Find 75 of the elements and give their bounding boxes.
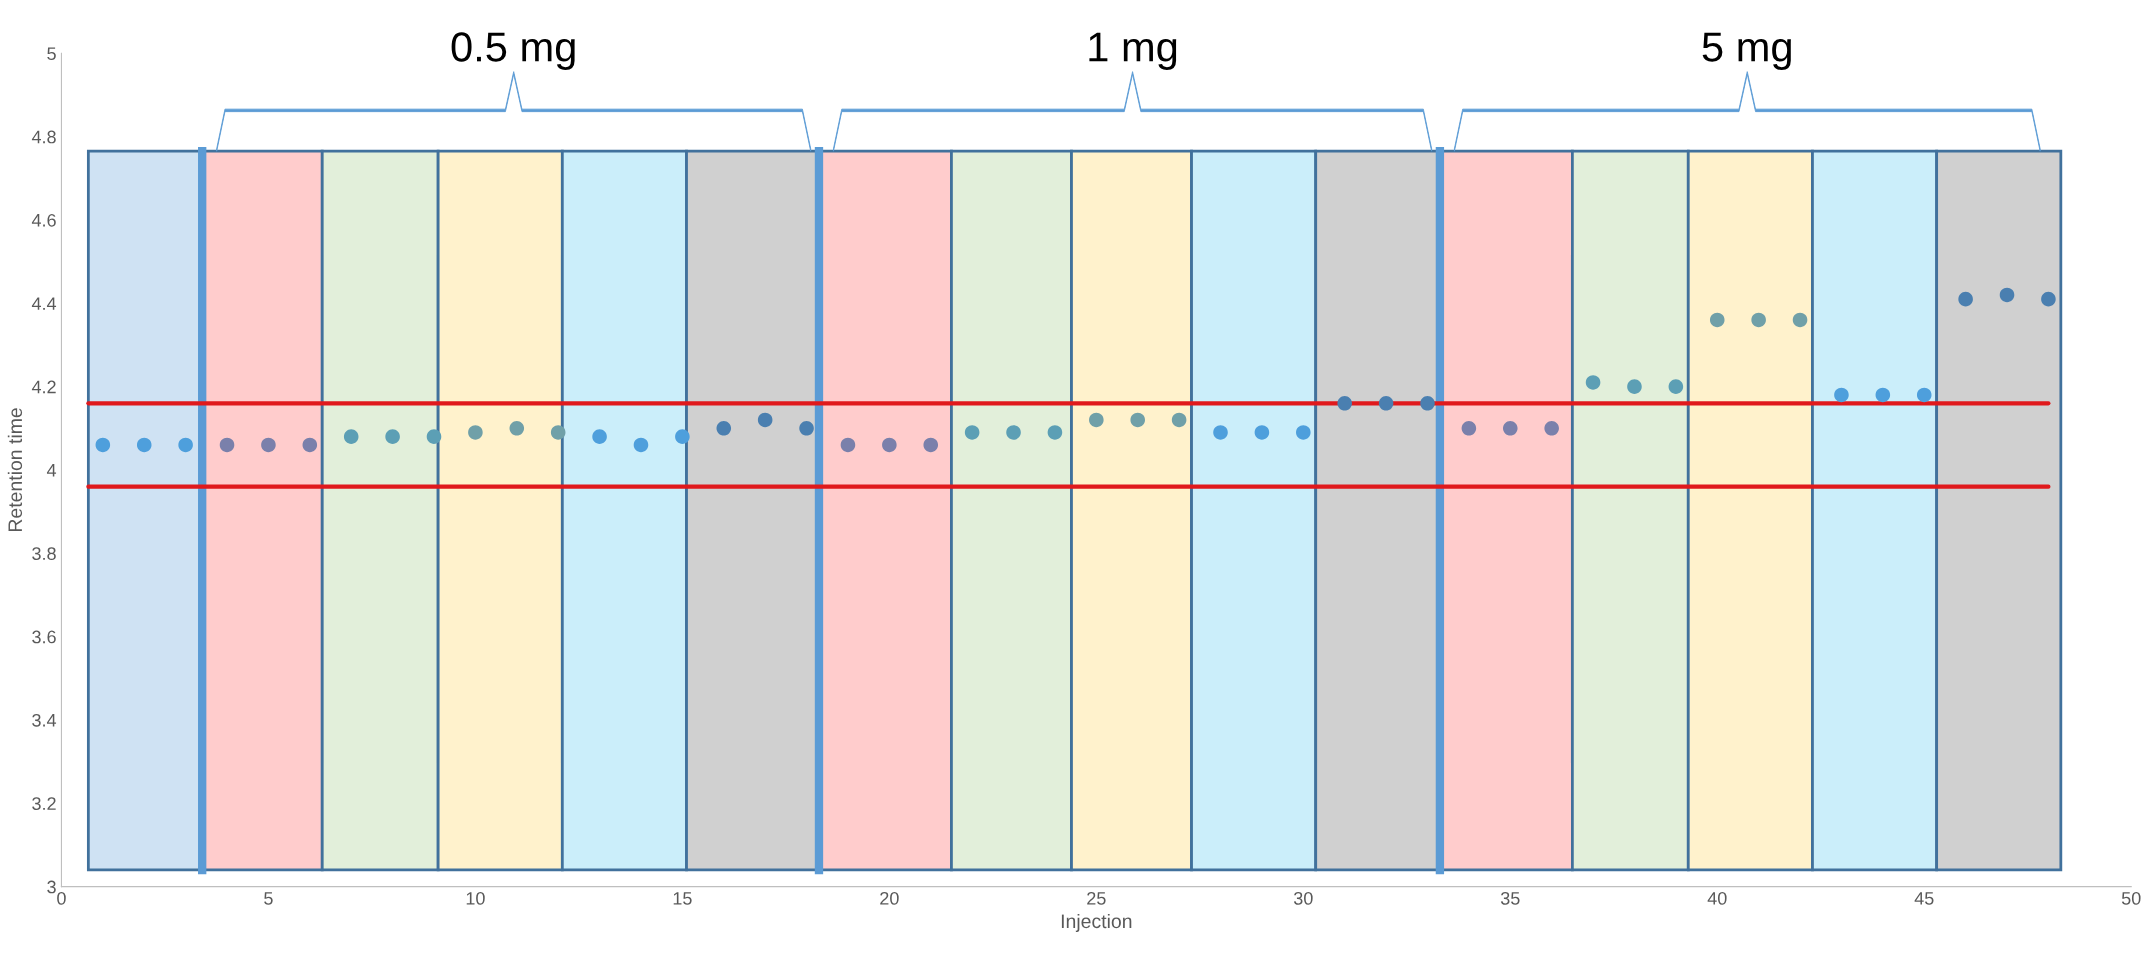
x-tick-label: 45 — [1914, 892, 1934, 905]
x-tick-label: 0 — [57, 891, 66, 905]
y-tick-label: 4 — [46, 464, 57, 477]
x-tick-label: 25 — [1087, 891, 1106, 905]
x-tick-label: 10 — [466, 891, 485, 905]
point — [385, 429, 400, 444]
point — [1089, 412, 1104, 428]
y-tick-label: 3.2 — [32, 797, 56, 811]
point — [1709, 312, 1725, 328]
x-tick-label: 30 — [1293, 891, 1313, 905]
point — [95, 437, 111, 453]
annotation: 1 mg — [1089, 32, 1177, 70]
point — [1461, 421, 1477, 436]
point — [1047, 425, 1063, 440]
point — [136, 437, 152, 453]
point — [633, 437, 649, 453]
point — [1916, 387, 1932, 403]
point — [799, 421, 814, 436]
point — [1337, 396, 1352, 411]
y-tick-label: 5 — [47, 47, 56, 61]
point — [1006, 425, 1021, 440]
y-tick-label: 3.4 — [32, 713, 57, 727]
annotation: 0.5 mg — [451, 32, 575, 70]
point — [1171, 412, 1187, 428]
y-tick-label: 4.6 — [31, 213, 56, 227]
point — [178, 437, 193, 453]
point — [343, 429, 359, 444]
point — [1296, 425, 1311, 440]
point — [2041, 291, 2056, 307]
point — [1751, 312, 1766, 328]
point — [261, 437, 276, 453]
y-tick-label: 3 — [47, 880, 56, 894]
point — [1213, 425, 1228, 440]
y-axis-title: Retention time — [7, 408, 23, 532]
y-tick-label: 4.8 — [31, 130, 56, 144]
y-tick-label: 3.8 — [32, 547, 56, 561]
point — [1420, 396, 1435, 411]
point — [923, 437, 939, 453]
point — [1875, 387, 1891, 403]
point — [426, 429, 442, 444]
y-tick-label: 4.2 — [31, 380, 56, 394]
point — [840, 437, 856, 453]
point — [1502, 421, 1518, 436]
point — [716, 421, 732, 436]
x-tick-label: 50 — [2121, 891, 2141, 905]
point — [592, 429, 607, 444]
x-tick-label: 5 — [264, 892, 273, 905]
point — [1792, 312, 1808, 328]
point — [882, 437, 897, 453]
x-tick-label: 35 — [1500, 891, 1520, 905]
point — [1668, 379, 1684, 394]
point — [550, 425, 566, 440]
point — [675, 429, 690, 444]
point — [757, 412, 773, 428]
point — [468, 425, 483, 440]
point — [1958, 291, 1973, 307]
point — [1999, 287, 2015, 303]
point — [964, 425, 980, 440]
point — [1254, 425, 1270, 440]
y-tick-label: 4.4 — [31, 297, 57, 310]
x-axis-title: Injection — [1061, 913, 1132, 933]
x-tick-label: 20 — [880, 891, 899, 905]
point — [1378, 396, 1394, 411]
point — [1130, 412, 1145, 428]
point — [1585, 375, 1601, 390]
point — [219, 437, 235, 453]
point — [1834, 387, 1849, 403]
annotation: 5 mg — [1702, 32, 1791, 70]
y-tick-label: 3.6 — [32, 630, 56, 644]
x-tick-label: 40 — [1707, 891, 1727, 905]
point — [509, 421, 525, 436]
point — [1544, 421, 1559, 436]
point — [1627, 379, 1642, 394]
point — [302, 437, 318, 453]
x-tick-label: 15 — [673, 892, 692, 905]
